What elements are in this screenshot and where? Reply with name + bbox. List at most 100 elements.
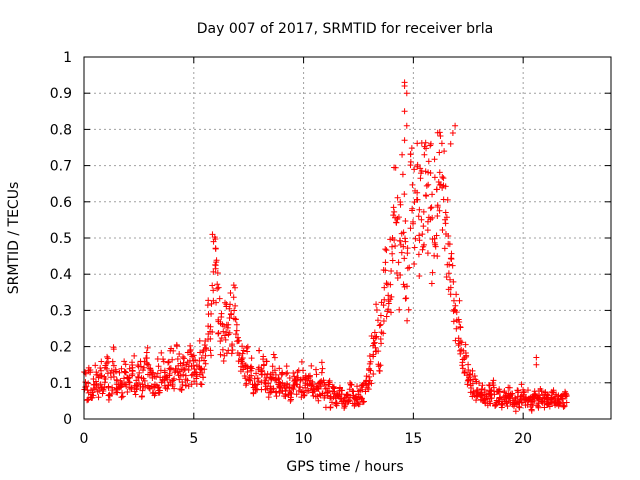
data-point [434,213,441,220]
data-point [92,378,99,385]
data-point [242,382,249,389]
data-point [452,337,459,344]
data-point [90,392,97,399]
data-point [371,339,378,346]
data-point [263,374,270,381]
data-point [192,356,199,363]
data-point [126,379,133,386]
data-point [396,306,403,313]
data-point [222,336,229,343]
data-point [509,390,516,397]
data-point [535,396,542,403]
data-point [179,362,186,369]
data-point [321,394,328,401]
data-point [165,358,172,365]
data-point [370,340,377,347]
data-point [348,381,355,388]
data-point [538,388,545,395]
data-point [414,161,421,168]
data-point [466,371,473,378]
data-point [207,335,214,342]
data-point [390,204,397,211]
data-point [210,268,217,275]
data-point [240,347,247,354]
data-point [261,371,268,378]
data-point [284,369,291,376]
data-point [391,237,398,244]
data-point [338,387,345,394]
data-point [438,140,445,147]
data-point [279,388,286,395]
data-point [205,297,212,304]
data-point [466,374,473,381]
data-point [402,218,409,225]
y-tick-label: 0.2 [50,340,72,356]
data-point [420,208,427,215]
data-point [255,378,262,385]
data-point [268,375,275,382]
data-point [333,402,340,409]
data-point [381,284,388,291]
data-point [416,273,423,280]
data-point [533,354,540,361]
data-point [453,325,460,332]
data-point [377,312,384,319]
data-point [129,368,136,375]
data-point [135,380,142,387]
data-point [402,295,409,302]
data-point [399,171,406,178]
data-point [275,375,282,382]
data-point [250,389,257,396]
data-point [406,264,413,271]
data-point [447,140,454,147]
data-point [207,347,214,354]
data-point [381,296,388,303]
data-point [382,246,389,253]
x-tick-label: 5 [189,431,198,447]
data-point [370,353,377,360]
data-point [448,255,455,262]
data-point [404,250,411,257]
data-point [401,137,408,144]
data-point [158,379,165,386]
data-point [542,389,549,396]
data-point [95,394,102,401]
data-point [293,391,300,398]
data-point [227,289,234,296]
data-point [210,238,217,245]
data-point [469,367,476,374]
data-point [236,337,243,344]
data-point [431,174,438,181]
data-point [437,132,444,139]
data-point [110,344,117,351]
data-point [267,383,274,390]
data-point [423,145,430,152]
data-point [143,349,150,356]
data-point [330,384,337,391]
data-point [156,389,163,396]
data-point [365,386,372,393]
data-point [136,369,143,376]
data-point [208,352,215,359]
data-point [199,369,206,376]
data-point [422,139,429,146]
data-point [214,270,221,277]
y-tick-label: 0.4 [50,267,72,283]
data-point [459,365,466,372]
data-point [439,173,446,180]
grid-lines [84,57,611,419]
data-point [388,309,395,316]
data-point [318,369,325,376]
data-point [516,403,523,410]
data-point [173,343,180,350]
data-point [360,398,367,405]
data-point [121,358,128,365]
data-point [471,372,478,379]
data-point [465,361,472,368]
data-point [317,379,324,386]
data-point [197,349,204,356]
data-point [185,383,192,390]
data-point [429,214,436,221]
data-point [403,90,410,97]
data-point [187,342,194,349]
